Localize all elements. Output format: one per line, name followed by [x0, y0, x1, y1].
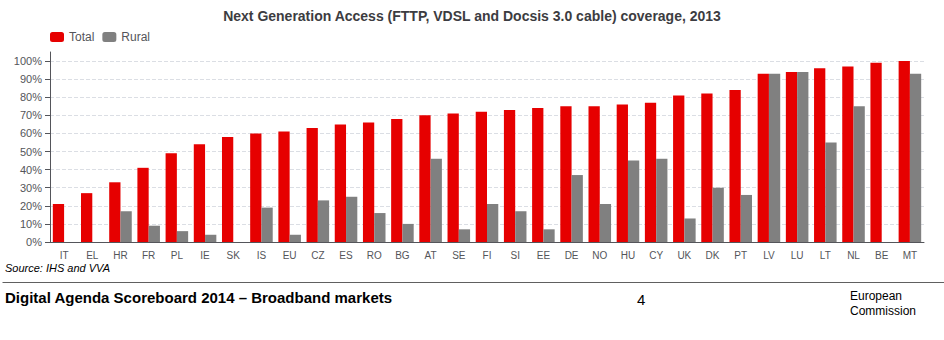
svg-text:Digital Agenda Scoreboard 2014: Digital Agenda Scoreboard 2014 – Broadba…: [5, 289, 392, 306]
svg-text:IS: IS: [257, 250, 267, 261]
svg-text:FI: FI: [483, 250, 492, 261]
svg-text:40%: 40%: [20, 164, 42, 176]
svg-text:FR: FR: [142, 250, 155, 261]
svg-text:NL: NL: [847, 250, 860, 261]
svg-text:10%: 10%: [20, 218, 42, 230]
svg-text:CZ: CZ: [311, 250, 324, 261]
svg-text:UK: UK: [677, 250, 691, 261]
svg-text:30%: 30%: [20, 182, 42, 194]
svg-text:80%: 80%: [20, 91, 42, 103]
svg-text:ES: ES: [339, 250, 353, 261]
svg-text:HR: HR: [113, 250, 127, 261]
svg-text:50%: 50%: [20, 146, 42, 158]
svg-text:LT: LT: [820, 250, 831, 261]
svg-text:DK: DK: [706, 250, 720, 261]
svg-text:HU: HU: [621, 250, 635, 261]
svg-text:0%: 0%: [26, 236, 42, 248]
svg-text:EE: EE: [537, 250, 551, 261]
svg-text:Rural: Rural: [121, 30, 150, 44]
svg-text:PL: PL: [171, 250, 184, 261]
svg-text:LU: LU: [791, 250, 804, 261]
svg-text:MT: MT: [903, 250, 917, 261]
svg-text:SE: SE: [452, 250, 466, 261]
svg-text:4: 4: [637, 291, 645, 308]
svg-text:SI: SI: [510, 250, 519, 261]
svg-text:20%: 20%: [20, 200, 42, 212]
svg-text:CY: CY: [649, 250, 663, 261]
svg-text:Next Generation Access (FTTP,: Next Generation Access (FTTP, VDSL and D…: [223, 8, 721, 24]
svg-text:SK: SK: [227, 250, 241, 261]
svg-text:PT: PT: [734, 250, 747, 261]
svg-text:100%: 100%: [14, 55, 42, 67]
svg-text:70%: 70%: [20, 109, 42, 121]
svg-text:AT: AT: [425, 250, 437, 261]
svg-text:NO: NO: [592, 250, 607, 261]
svg-text:90%: 90%: [20, 73, 42, 85]
svg-text:IE: IE: [200, 250, 210, 261]
svg-text:EU: EU: [283, 250, 297, 261]
svg-text:Commission: Commission: [850, 304, 916, 318]
svg-text:IT: IT: [60, 250, 69, 261]
svg-text:LV: LV: [763, 250, 775, 261]
svg-text:DE: DE: [565, 250, 579, 261]
svg-text:RO: RO: [367, 250, 382, 261]
svg-text:EL: EL: [86, 250, 99, 261]
svg-text:Total: Total: [69, 30, 94, 44]
svg-text:BG: BG: [395, 250, 410, 261]
svg-text:European: European: [850, 289, 902, 303]
svg-text:60%: 60%: [20, 127, 42, 139]
svg-text:BE: BE: [875, 250, 889, 261]
svg-text:Source: IHS and VVA: Source: IHS and VVA: [5, 262, 110, 274]
